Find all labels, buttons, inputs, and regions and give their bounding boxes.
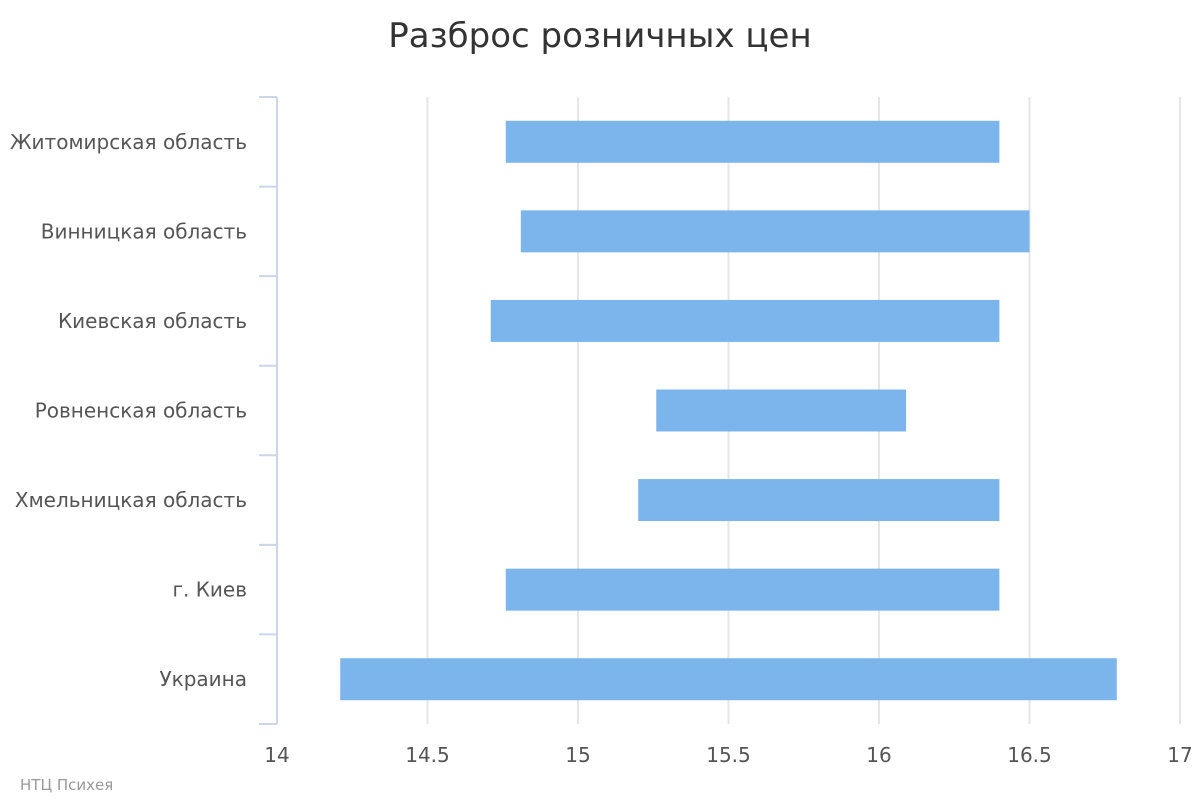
category-label: Житомирская область xyxy=(10,130,247,154)
category-label: Винницкая область xyxy=(41,219,247,243)
x-tick-labels: 14 14.5 15 15.5 16 16.5 17 xyxy=(264,743,1192,767)
x-tick-label: 14.5 xyxy=(405,743,450,767)
bars xyxy=(340,120,1117,701)
x-tick-label: 17 xyxy=(1167,743,1192,767)
category-label: Хмельницкая область xyxy=(15,488,247,512)
x-tick-label: 16 xyxy=(866,743,891,767)
category-label: г. Киев xyxy=(172,578,247,602)
range-bar xyxy=(520,210,1030,253)
x-tick-label: 15.5 xyxy=(706,743,751,767)
x-tick-label: 15 xyxy=(565,743,590,767)
x-tick-label: 16.5 xyxy=(1007,743,1052,767)
category-labels: Житомирская область Винницкая область Киев… xyxy=(10,130,247,691)
chart-credit: НТЦ Психея xyxy=(20,776,113,794)
category-label: Киевская область xyxy=(58,309,247,333)
range-bar xyxy=(505,568,1000,611)
category-axis xyxy=(259,96,278,725)
range-bar xyxy=(656,389,907,432)
category-label: Украина xyxy=(159,667,247,691)
range-bar xyxy=(638,479,1000,522)
range-bar xyxy=(490,299,1000,342)
range-bar xyxy=(505,120,1000,163)
category-label: Ровненская область xyxy=(35,399,247,423)
chart-title: Разброс розничных цен xyxy=(388,16,811,56)
range-bar xyxy=(340,658,1117,701)
x-tick-label: 14 xyxy=(264,743,289,767)
